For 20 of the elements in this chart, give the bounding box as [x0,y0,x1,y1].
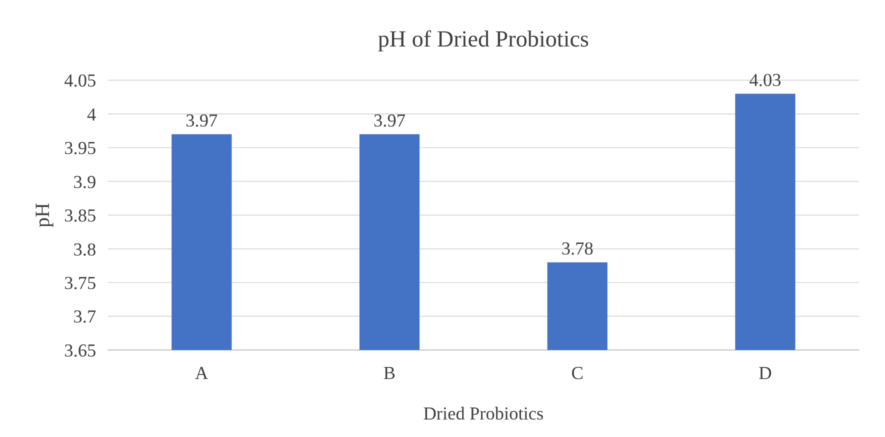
y-tick-label: 3.9 [73,172,96,192]
data-label: 4.03 [749,70,782,90]
y-tick-label: 4.05 [64,70,96,91]
y-tick-label: 3.8 [73,239,96,260]
x-tick-label: B [383,362,396,383]
y-axis-title: pH [32,202,54,228]
y-tick-label: 3.85 [64,206,96,226]
y-tick-label: 3.95 [64,138,96,158]
x-axis-title: Dried Probiotics [423,403,544,424]
y-tick-label: 3.7 [73,306,96,327]
y-tick-label: 4 [87,104,96,124]
x-tick-label: D [758,362,772,383]
data-label: 3.78 [561,238,594,259]
chart-title: pH of Dried Probiotics [378,26,590,53]
x-tick-label: A [195,362,210,383]
y-tick-label: 3.75 [64,272,96,293]
y-tick-label: 3.65 [64,340,96,360]
x-tick-label: C [571,362,584,383]
data-label: 3.97 [186,110,218,130]
data-label: 3.97 [374,110,406,130]
